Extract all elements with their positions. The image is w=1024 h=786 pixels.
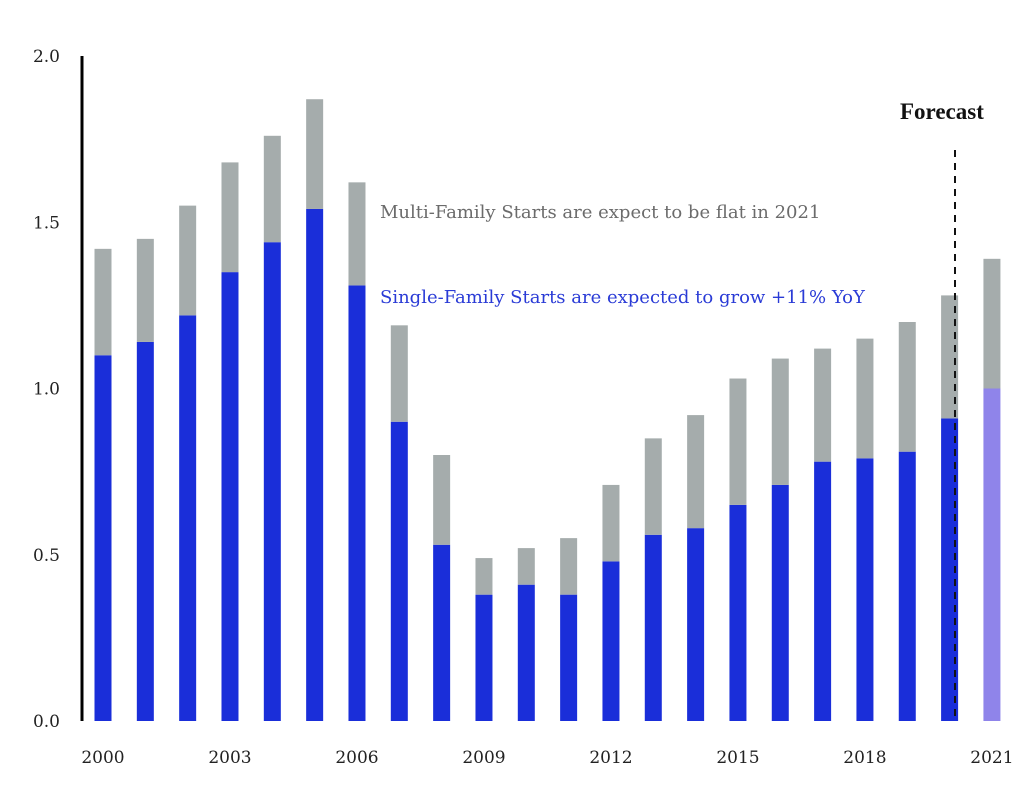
bar-single-family-2002 <box>179 315 197 721</box>
bar-multi-family-2004 <box>263 135 281 243</box>
y-tick-label: 0.0 <box>33 712 60 732</box>
x-tick-label: 2012 <box>589 748 632 768</box>
bar-single-family-2014 <box>687 528 705 721</box>
bar-multi-family-2016 <box>771 358 789 485</box>
bar-multi-family-2010 <box>517 548 535 585</box>
bar-multi-family-2003 <box>221 162 239 273</box>
bar-multi-family-2002 <box>179 205 197 316</box>
bar-multi-family-2014 <box>687 415 705 529</box>
bar-multi-family-2013 <box>644 438 662 535</box>
bar-multi-family-2012 <box>602 484 620 562</box>
x-tick-label: 2006 <box>335 748 378 768</box>
bar-multi-family-2019 <box>898 322 916 452</box>
single-family-annotation: Single-Family Starts are expected to gro… <box>380 287 866 308</box>
bar-single-family-2003 <box>221 272 239 721</box>
bar-multi-family-2000 <box>94 248 112 356</box>
x-tick-labels: 2000 2003 2006 2009 2012 2015 2018 2021 <box>81 748 1013 768</box>
bar-single-family-2016 <box>771 484 789 721</box>
bar-single-family-2010 <box>517 584 535 721</box>
bar-single-family-2012 <box>602 561 620 721</box>
bar-multi-family-2006 <box>348 182 366 286</box>
bar-multi-family-2020 <box>941 295 959 419</box>
bar-single-family-2015 <box>729 504 747 721</box>
bar-single-family-2011 <box>560 594 578 721</box>
forecast-label: Forecast <box>900 99 984 124</box>
bar-single-family-2004 <box>263 242 281 721</box>
bar-single-family-2018 <box>856 458 874 721</box>
bar-multi-family-2005 <box>306 99 324 209</box>
x-tick-label: 2009 <box>462 748 505 768</box>
y-tick-label: 0.5 <box>33 546 60 566</box>
bar-single-family-2009 <box>475 594 493 721</box>
bar-single-family-2007 <box>390 421 408 721</box>
bar-single-family-2006 <box>348 285 366 721</box>
bar-single-family-2001 <box>136 341 154 721</box>
bar-single-family-2020 <box>941 418 959 721</box>
y-tick-label: 1.5 <box>33 213 60 233</box>
y-tick-labels: 0.0 0.5 1.0 1.5 2.0 <box>33 47 60 732</box>
x-tick-label: 2015 <box>716 748 759 768</box>
bar-single-family-2017 <box>814 461 832 721</box>
bar-multi-family-2007 <box>390 325 408 422</box>
bar-multi-family-2011 <box>560 538 578 595</box>
x-tick-label: 2018 <box>843 748 886 768</box>
bar-multi-family-2018 <box>856 338 874 459</box>
bars-group <box>94 99 1001 721</box>
bar-multi-family-2017 <box>814 348 832 462</box>
x-tick-label: 2000 <box>81 748 124 768</box>
multi-family-annotation: Multi-Family Starts are expect to be fla… <box>380 202 820 223</box>
bar-multi-family-2009 <box>475 558 493 595</box>
y-tick-label: 2.0 <box>33 47 60 67</box>
bar-multi-family-2001 <box>136 238 154 342</box>
bar-single-family-2019 <box>898 451 916 721</box>
x-tick-label: 2003 <box>208 748 251 768</box>
bar-multi-family-2015 <box>729 378 747 505</box>
y-tick-label: 1.0 <box>33 380 60 400</box>
bar-single-family-2005 <box>306 208 324 721</box>
bar-single-family-2000 <box>94 355 112 721</box>
bar-single-family-2021 <box>983 388 1001 721</box>
x-tick-label: 2021 <box>970 748 1013 768</box>
bar-multi-family-2008 <box>433 455 451 545</box>
bar-multi-family-2021 <box>983 258 1001 389</box>
bar-single-family-2013 <box>644 534 662 721</box>
bar-single-family-2008 <box>433 544 451 721</box>
